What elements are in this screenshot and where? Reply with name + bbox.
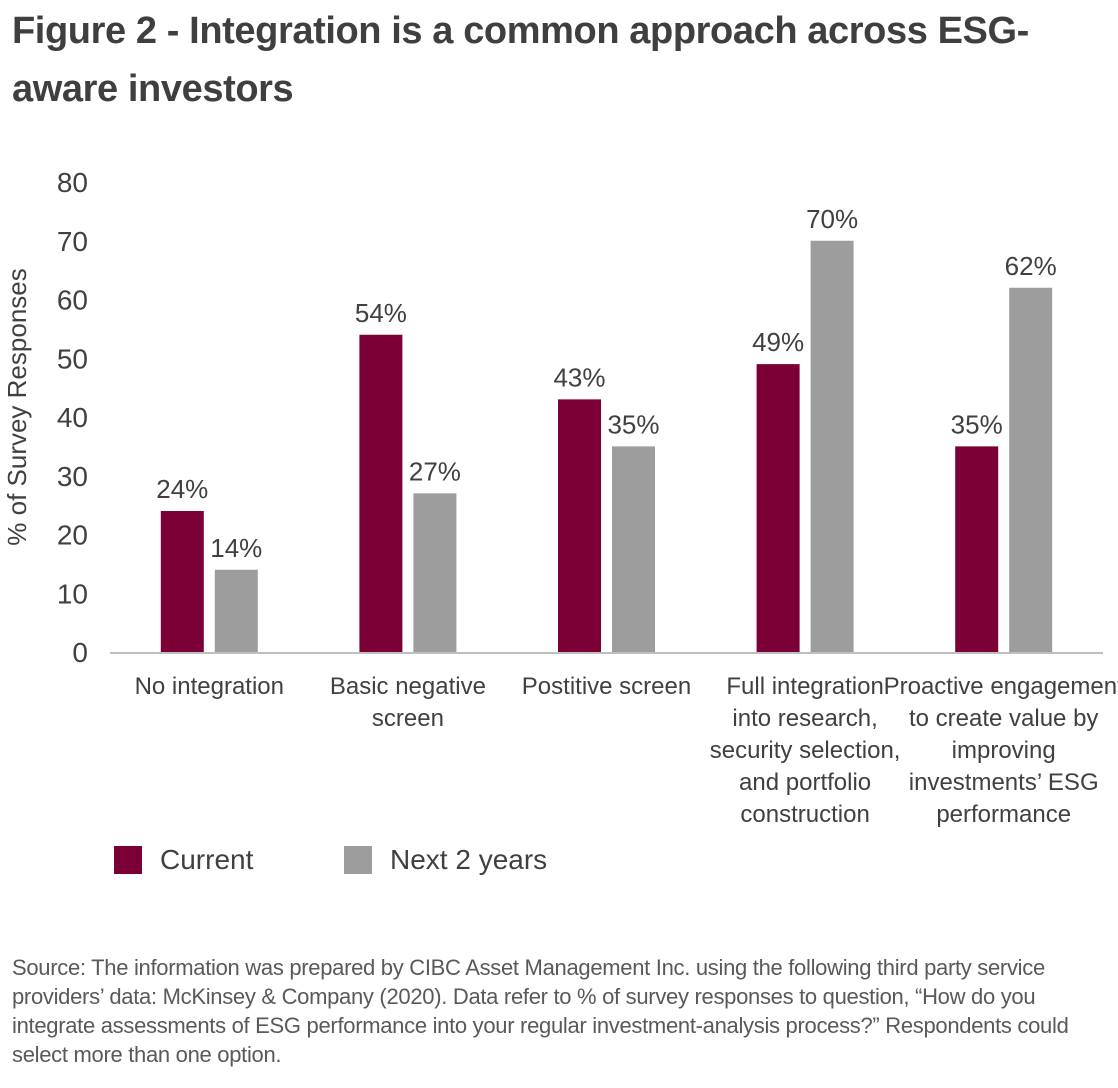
- bar-current: [756, 364, 800, 652]
- bar-current: [160, 511, 204, 652]
- data-label-next-2-years: 62%: [1005, 251, 1057, 281]
- y-tick-label: 80: [57, 167, 88, 198]
- data-label-current: 49%: [752, 327, 804, 357]
- data-label-current: 35%: [951, 409, 1003, 439]
- bar-current: [558, 399, 601, 652]
- y-tick-label: 0: [72, 637, 88, 668]
- y-tick-label: 40: [57, 402, 88, 433]
- data-label-current: 24%: [156, 474, 208, 504]
- data-label-next-2-years: 14%: [210, 533, 262, 563]
- data-label-current: 43%: [553, 362, 605, 392]
- legend-label-current: Current: [160, 844, 254, 875]
- x-category-label: No integration: [135, 673, 284, 700]
- data-label-current: 54%: [355, 298, 407, 328]
- bar-chart: 0 10 20 30 40 50 60 70 80 % of Survey Responses 24…: [2, 167, 1118, 828]
- figure-title: Figure 2 - Integration is a common appro…: [12, 10, 1029, 110]
- x-category-label: Full integration into research, security s…: [710, 673, 901, 828]
- bar-next-2-years: [413, 493, 457, 652]
- y-tick-label: 70: [57, 226, 88, 257]
- legend-swatch-next-2-years: [344, 846, 372, 874]
- x-category-label: Proactive engagement to create value by im…: [884, 673, 1118, 828]
- data-label-next-2-years: 27%: [409, 456, 461, 486]
- legend-label-next-2-years: Next 2 years: [390, 844, 548, 875]
- y-tick-label: 20: [57, 520, 88, 551]
- data-label-next-2-years: 35%: [607, 409, 659, 439]
- y-tick-label: 10: [57, 578, 88, 609]
- source-note: Source: The information was prepared by …: [12, 955, 1069, 1067]
- bar-next-2-years: [810, 240, 854, 652]
- data-label-next-2-years: 70%: [806, 204, 858, 234]
- bar-current: [955, 446, 999, 652]
- y-tick-label: 50: [57, 343, 88, 374]
- y-tick-label: 60: [57, 285, 88, 316]
- bar-next-2-years: [1009, 287, 1053, 652]
- legend-item-current: Current: [114, 840, 253, 880]
- x-category-label: Basic negative screen: [330, 673, 486, 732]
- y-axis-title: % of Survey Responses: [2, 268, 32, 545]
- bar-next-2-years: [214, 569, 258, 652]
- y-tick-label: 30: [57, 461, 88, 492]
- legend-swatch-current: [114, 846, 142, 874]
- bar-next-2-years: [612, 446, 655, 652]
- bar-current: [359, 334, 403, 652]
- x-category-label: Postitive screen: [522, 673, 691, 700]
- legend-item-next-2-years: Next 2 years: [344, 840, 547, 880]
